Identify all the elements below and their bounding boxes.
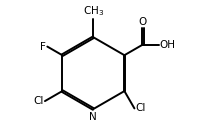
Text: Cl: Cl: [33, 96, 43, 106]
Text: F: F: [40, 42, 46, 52]
Text: OH: OH: [159, 39, 176, 50]
Text: N: N: [89, 112, 97, 122]
Text: O: O: [139, 17, 147, 27]
Text: Cl: Cl: [136, 103, 146, 113]
Text: CH$_3$: CH$_3$: [83, 4, 104, 18]
